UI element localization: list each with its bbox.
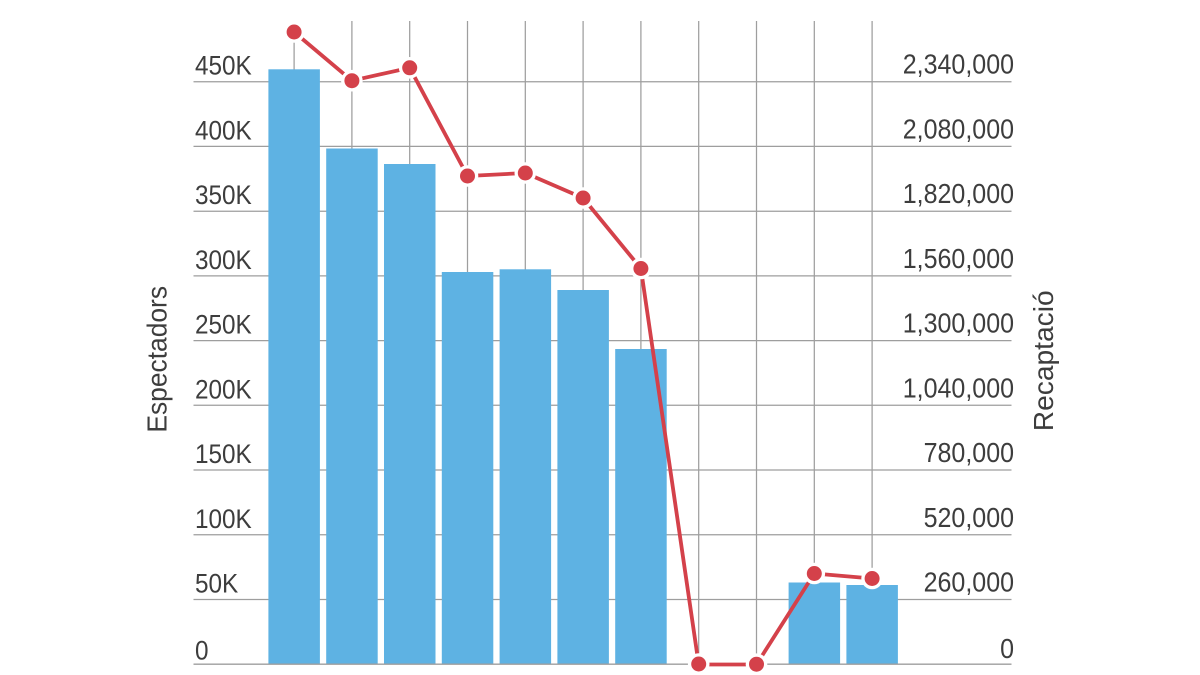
svg-text:Recaptació: Recaptació (1028, 290, 1059, 431)
svg-text:400K: 400K (195, 116, 252, 145)
svg-text:260,000: 260,000 (924, 566, 1014, 598)
svg-text:1,820,000: 1,820,000 (903, 178, 1014, 210)
svg-text:2,080,000: 2,080,000 (903, 113, 1014, 145)
svg-text:50K: 50K (195, 569, 238, 598)
svg-text:1,300,000: 1,300,000 (903, 307, 1014, 339)
svg-text:100K: 100K (195, 505, 252, 534)
svg-text:200K: 200K (195, 375, 252, 404)
svg-text:350K: 350K (195, 181, 252, 210)
svg-text:450K: 450K (195, 52, 252, 81)
svg-text:250K: 250K (195, 310, 252, 339)
svg-text:Espectadors: Espectadors (142, 286, 173, 433)
svg-text:0: 0 (195, 636, 209, 665)
svg-text:300K: 300K (195, 246, 252, 275)
svg-text:0: 0 (1000, 633, 1014, 665)
svg-text:520,000: 520,000 (924, 502, 1014, 534)
svg-text:1,040,000: 1,040,000 (903, 372, 1014, 404)
svg-text:2,340,000: 2,340,000 (903, 48, 1014, 80)
svg-text:150K: 150K (195, 440, 252, 469)
svg-text:1,560,000: 1,560,000 (903, 243, 1014, 275)
svg-text:780,000: 780,000 (924, 437, 1014, 469)
